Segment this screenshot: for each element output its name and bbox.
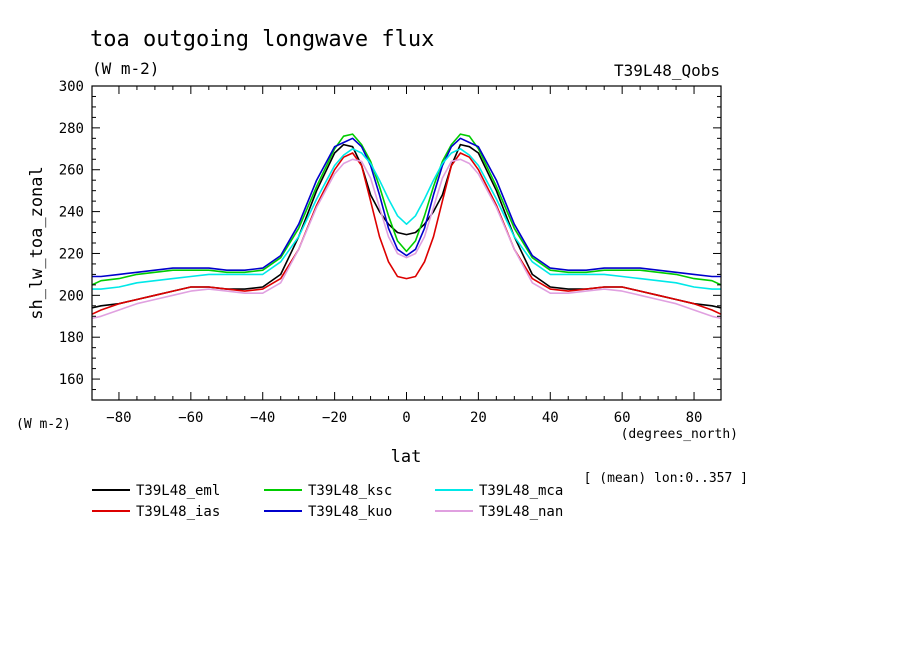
y-tick-label: 280 bbox=[59, 121, 84, 137]
legend-entry: T39L48_nan bbox=[479, 504, 563, 520]
chart-units: (W m-2) bbox=[92, 59, 159, 78]
experiment-label: T39L48_Qobs bbox=[614, 61, 720, 80]
x-tick-label: 0 bbox=[402, 410, 410, 426]
y-axis-label: sh_lw_toa_zonal bbox=[27, 166, 47, 320]
chart-title: toa outgoing longwave flux bbox=[90, 27, 434, 52]
x-tick-label: −40 bbox=[250, 410, 275, 426]
axis-ticks: −80 −60 −40 −20 0 20 40 60 80 160 180 200 220 240 260 2… bbox=[59, 79, 721, 426]
legend-entry: T39L48_eml bbox=[136, 483, 220, 499]
y-tick-label: 240 bbox=[59, 205, 84, 221]
y-tick-label: 160 bbox=[59, 372, 84, 388]
legend-entry: T39L48_ias bbox=[136, 504, 220, 520]
x-units-label: (degrees_north) bbox=[621, 427, 738, 442]
x-tick-label: 40 bbox=[542, 410, 559, 426]
legend-entry: T39L48_kuo bbox=[308, 504, 392, 520]
x-axis-label: lat bbox=[391, 447, 422, 467]
y-tick-label: 180 bbox=[59, 330, 84, 346]
series-line-T39L48_eml bbox=[91, 143, 722, 309]
x-tick-label: −80 bbox=[106, 410, 131, 426]
series-line-T39L48_mca bbox=[92, 148, 721, 290]
plot-frame bbox=[91, 85, 722, 401]
x-tick-label: −60 bbox=[178, 410, 203, 426]
legend: T39L48_eml T39L48_ias T39L48_ksc T39L48_kuo… bbox=[92, 483, 563, 520]
series-line-T39L48_kuo bbox=[92, 137, 721, 278]
x-tick-label: −20 bbox=[322, 410, 347, 426]
x-tick-label: 20 bbox=[470, 410, 487, 426]
legend-entry: T39L48_mca bbox=[479, 483, 563, 499]
series-line-T39L48_ksc bbox=[91, 133, 722, 286]
y-tick-label: 260 bbox=[59, 163, 84, 179]
y-units-label: (W m-2) bbox=[16, 417, 71, 432]
y-tick-label: 300 bbox=[59, 79, 84, 95]
y-tick-label: 200 bbox=[59, 288, 84, 304]
x-tick-label: 60 bbox=[614, 410, 631, 426]
mean-note: [ (mean) lon:0..357 ] bbox=[584, 471, 748, 486]
x-tick-label: 80 bbox=[686, 410, 703, 426]
series-lines bbox=[91, 133, 722, 320]
series-line-T39L48_ias bbox=[91, 152, 722, 315]
y-tick-label: 220 bbox=[59, 246, 84, 262]
legend-entry: T39L48_ksc bbox=[308, 483, 392, 499]
series-line-T39L48_nan bbox=[91, 158, 722, 320]
